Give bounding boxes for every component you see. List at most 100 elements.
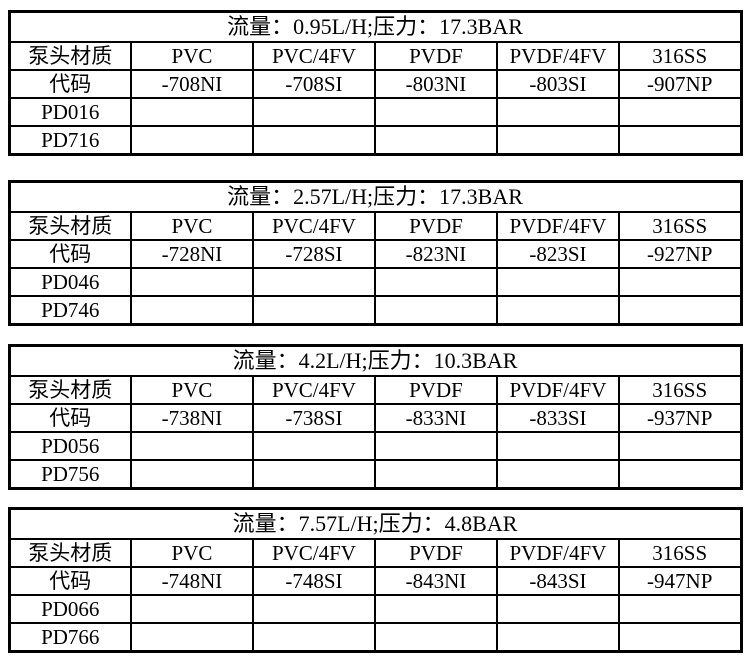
column-header: PVDF/4FV — [495, 375, 620, 405]
empty-cell — [617, 295, 743, 326]
code-cell: -728NI — [129, 239, 254, 269]
table-title-row: 流量：2.57L/H;压力：17.3BAR — [8, 180, 742, 213]
table-header-row: 泵头材质 PVC PVC/4FV PVDF PVDF/4FV 316SS — [8, 538, 743, 568]
code-cell: -843NI — [373, 566, 498, 596]
code-row-label: 代码 — [8, 239, 132, 269]
model-row: PD766 — [8, 622, 743, 653]
empty-cell — [251, 622, 376, 653]
column-header: PVC/4FV — [251, 211, 376, 241]
empty-cell — [373, 295, 498, 326]
code-cell: -947NP — [617, 566, 743, 596]
code-row: 代码 -748NI -748SI -843NI -843SI -947NP — [8, 566, 743, 596]
code-cell: -738NI — [129, 403, 254, 433]
document-page: 流量：0.95L/H;压力：17.3BAR 泵头材质 PVC PVC/4FV P… — [0, 10, 750, 653]
model-label: PD766 — [8, 622, 132, 653]
model-row: PD756 — [8, 459, 743, 490]
table-title-row: 流量：4.2L/H;压力：10.3BAR — [8, 344, 742, 377]
table-title: 流量：0.95L/H;压力：17.3BAR — [8, 10, 742, 43]
empty-cell — [495, 295, 620, 326]
table-title-row: 流量：0.95L/H;压力：17.3BAR — [8, 10, 742, 43]
model-label: PD046 — [8, 267, 132, 297]
empty-cell — [129, 622, 254, 653]
code-row: 代码 -708NI -708SI -803NI -803SI -907NP — [8, 69, 743, 99]
empty-cell — [129, 267, 254, 297]
table-title: 流量：7.57L/H;压力：4.8BAR — [8, 507, 742, 540]
empty-cell — [129, 125, 254, 156]
model-row: PD016 — [8, 97, 743, 127]
model-label: PD056 — [8, 431, 132, 461]
empty-cell — [373, 459, 498, 490]
model-label: PD016 — [8, 97, 132, 127]
model-label: PD066 — [8, 594, 132, 624]
empty-cell — [495, 594, 620, 624]
empty-cell — [373, 431, 498, 461]
code-row: 代码 -738NI -738SI -833NI -833SI -937NP — [8, 403, 743, 433]
code-row: 代码 -728NI -728SI -823NI -823SI -927NP — [8, 239, 743, 269]
table-header-row: 泵头材质 PVC PVC/4FV PVDF PVDF/4FV 316SS — [8, 375, 743, 405]
column-header: 316SS — [617, 375, 743, 405]
table-header-row: 泵头材质 PVC PVC/4FV PVDF PVDF/4FV 316SS — [8, 41, 743, 71]
code-row-label: 代码 — [8, 403, 132, 433]
column-header-material: 泵头材质 — [8, 538, 132, 568]
empty-cell — [251, 431, 376, 461]
code-cell: -823NI — [373, 239, 498, 269]
spec-table-1: 流量：0.95L/H;压力：17.3BAR 泵头材质 PVC PVC/4FV P… — [7, 10, 743, 156]
empty-cell — [373, 267, 498, 297]
code-cell: -748SI — [251, 566, 376, 596]
column-header: 316SS — [617, 211, 743, 241]
empty-cell — [251, 97, 376, 127]
code-cell: -708NI — [129, 69, 254, 99]
code-cell: -843SI — [495, 566, 620, 596]
column-header-material: 泵头材质 — [8, 41, 132, 71]
column-header: PVC/4FV — [251, 538, 376, 568]
code-row-label: 代码 — [8, 69, 132, 99]
empty-cell — [251, 267, 376, 297]
column-header: PVC — [129, 538, 254, 568]
column-header-material: 泵头材质 — [8, 211, 132, 241]
model-label: PD716 — [8, 125, 132, 156]
table-gap — [0, 490, 750, 507]
empty-cell — [617, 431, 743, 461]
code-cell: -833NI — [373, 403, 498, 433]
column-header-material: 泵头材质 — [8, 375, 132, 405]
column-header: PVDF — [373, 538, 498, 568]
model-row: PD066 — [8, 594, 743, 624]
empty-cell — [251, 295, 376, 326]
code-row-label: 代码 — [8, 566, 132, 596]
empty-cell — [495, 97, 620, 127]
code-cell: -937NP — [617, 403, 743, 433]
empty-cell — [495, 459, 620, 490]
model-row: PD716 — [8, 125, 743, 156]
empty-cell — [373, 622, 498, 653]
empty-cell — [617, 622, 743, 653]
code-cell: -708SI — [251, 69, 376, 99]
column-header: PVDF/4FV — [495, 211, 620, 241]
table-title: 流量：2.57L/H;压力：17.3BAR — [8, 180, 742, 213]
empty-cell — [373, 97, 498, 127]
table-header-row: 泵头材质 PVC PVC/4FV PVDF PVDF/4FV 316SS — [8, 211, 743, 241]
column-header: 316SS — [617, 538, 743, 568]
table-gap — [0, 326, 750, 344]
code-cell: -803NI — [373, 69, 498, 99]
table-gap — [0, 156, 750, 180]
column-header: 316SS — [617, 41, 743, 71]
spec-table-4: 流量：7.57L/H;压力：4.8BAR 泵头材质 PVC PVC/4FV PV… — [7, 507, 743, 653]
code-cell: -803SI — [495, 69, 620, 99]
table-title-row: 流量：7.57L/H;压力：4.8BAR — [8, 507, 742, 540]
empty-cell — [495, 622, 620, 653]
empty-cell — [617, 267, 743, 297]
code-cell: -927NP — [617, 239, 743, 269]
empty-cell — [373, 125, 498, 156]
empty-cell — [617, 125, 743, 156]
column-header: PVDF — [373, 41, 498, 71]
code-cell: -738SI — [251, 403, 376, 433]
empty-cell — [129, 459, 254, 490]
empty-cell — [251, 594, 376, 624]
column-header: PVDF/4FV — [495, 41, 620, 71]
model-label: PD746 — [8, 295, 132, 326]
model-row: PD056 — [8, 431, 743, 461]
column-header: PVDF — [373, 375, 498, 405]
empty-cell — [129, 295, 254, 326]
column-header: PVC — [129, 375, 254, 405]
empty-cell — [373, 594, 498, 624]
